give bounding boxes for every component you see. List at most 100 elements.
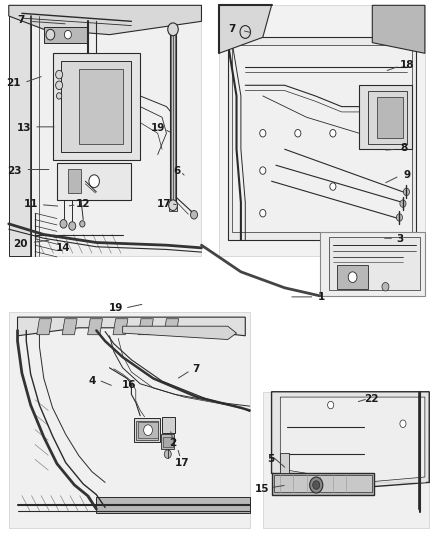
Polygon shape: [136, 421, 158, 440]
Polygon shape: [57, 163, 131, 200]
Polygon shape: [9, 312, 250, 528]
Polygon shape: [9, 16, 31, 256]
Polygon shape: [62, 319, 77, 335]
Text: 23: 23: [7, 166, 22, 175]
Circle shape: [46, 29, 55, 40]
Polygon shape: [272, 473, 374, 495]
Polygon shape: [263, 392, 429, 528]
Polygon shape: [320, 232, 425, 296]
Text: 7: 7: [229, 25, 236, 34]
Circle shape: [169, 200, 177, 211]
Polygon shape: [37, 319, 52, 335]
Polygon shape: [372, 5, 425, 53]
Polygon shape: [96, 497, 250, 513]
Polygon shape: [88, 319, 102, 335]
Circle shape: [295, 130, 301, 137]
Circle shape: [328, 401, 334, 409]
Circle shape: [400, 420, 406, 427]
Circle shape: [80, 221, 85, 227]
Text: 17: 17: [157, 199, 172, 208]
Text: 3: 3: [396, 234, 403, 244]
Circle shape: [348, 272, 357, 282]
Text: 1: 1: [318, 293, 325, 302]
Text: 18: 18: [400, 60, 415, 70]
Text: 12: 12: [76, 199, 91, 208]
Circle shape: [330, 130, 336, 137]
Text: 7: 7: [193, 364, 200, 374]
Text: 17: 17: [174, 458, 189, 467]
Text: 19: 19: [151, 123, 165, 133]
Polygon shape: [138, 319, 153, 335]
Circle shape: [403, 188, 410, 196]
Circle shape: [240, 26, 251, 38]
Text: 6: 6: [174, 166, 181, 175]
Polygon shape: [219, 5, 425, 256]
Polygon shape: [9, 5, 201, 35]
Polygon shape: [170, 29, 176, 204]
Polygon shape: [280, 453, 289, 473]
Circle shape: [57, 93, 62, 99]
Text: 5: 5: [267, 455, 274, 464]
Text: 21: 21: [6, 78, 21, 87]
Circle shape: [396, 214, 403, 221]
Text: 16: 16: [122, 380, 137, 390]
Text: 22: 22: [364, 394, 379, 403]
Circle shape: [144, 425, 152, 435]
Text: 19: 19: [109, 303, 123, 313]
Polygon shape: [44, 27, 88, 43]
Polygon shape: [18, 317, 245, 336]
Polygon shape: [377, 97, 403, 138]
Polygon shape: [232, 45, 412, 232]
Polygon shape: [134, 418, 160, 442]
Polygon shape: [53, 53, 140, 160]
Text: 13: 13: [17, 123, 32, 133]
Circle shape: [260, 130, 266, 137]
Polygon shape: [79, 69, 123, 144]
Polygon shape: [219, 5, 272, 53]
Polygon shape: [272, 392, 429, 488]
Text: 9: 9: [404, 170, 411, 180]
Polygon shape: [162, 417, 175, 433]
Polygon shape: [9, 5, 201, 256]
Polygon shape: [161, 434, 174, 449]
Circle shape: [168, 23, 178, 36]
Circle shape: [64, 30, 71, 39]
Polygon shape: [169, 204, 177, 211]
Polygon shape: [359, 85, 412, 149]
Circle shape: [382, 282, 389, 291]
Circle shape: [89, 175, 99, 188]
Circle shape: [56, 81, 63, 90]
Text: 15: 15: [254, 484, 269, 494]
Circle shape: [310, 477, 323, 493]
Circle shape: [260, 209, 266, 217]
Circle shape: [164, 450, 171, 458]
Text: 7: 7: [18, 15, 25, 25]
Polygon shape: [368, 91, 407, 144]
Text: 8: 8: [400, 143, 407, 153]
Circle shape: [191, 211, 198, 219]
Text: 2: 2: [170, 439, 177, 448]
Polygon shape: [163, 437, 173, 447]
Text: 4: 4: [88, 376, 95, 386]
Polygon shape: [228, 37, 416, 240]
Circle shape: [56, 70, 63, 79]
Circle shape: [260, 167, 266, 174]
Text: 11: 11: [23, 199, 38, 208]
Polygon shape: [274, 475, 372, 492]
Circle shape: [313, 481, 320, 489]
Circle shape: [60, 220, 67, 228]
Polygon shape: [164, 319, 179, 335]
Polygon shape: [138, 422, 158, 438]
Polygon shape: [61, 61, 131, 152]
Polygon shape: [171, 32, 175, 200]
Text: 20: 20: [13, 239, 28, 248]
Polygon shape: [113, 319, 128, 335]
Polygon shape: [328, 237, 420, 290]
Circle shape: [69, 222, 76, 230]
Polygon shape: [337, 265, 368, 289]
Circle shape: [400, 200, 406, 207]
Polygon shape: [68, 169, 81, 193]
Text: 14: 14: [56, 243, 71, 253]
Polygon shape: [123, 326, 237, 340]
Circle shape: [330, 183, 336, 190]
